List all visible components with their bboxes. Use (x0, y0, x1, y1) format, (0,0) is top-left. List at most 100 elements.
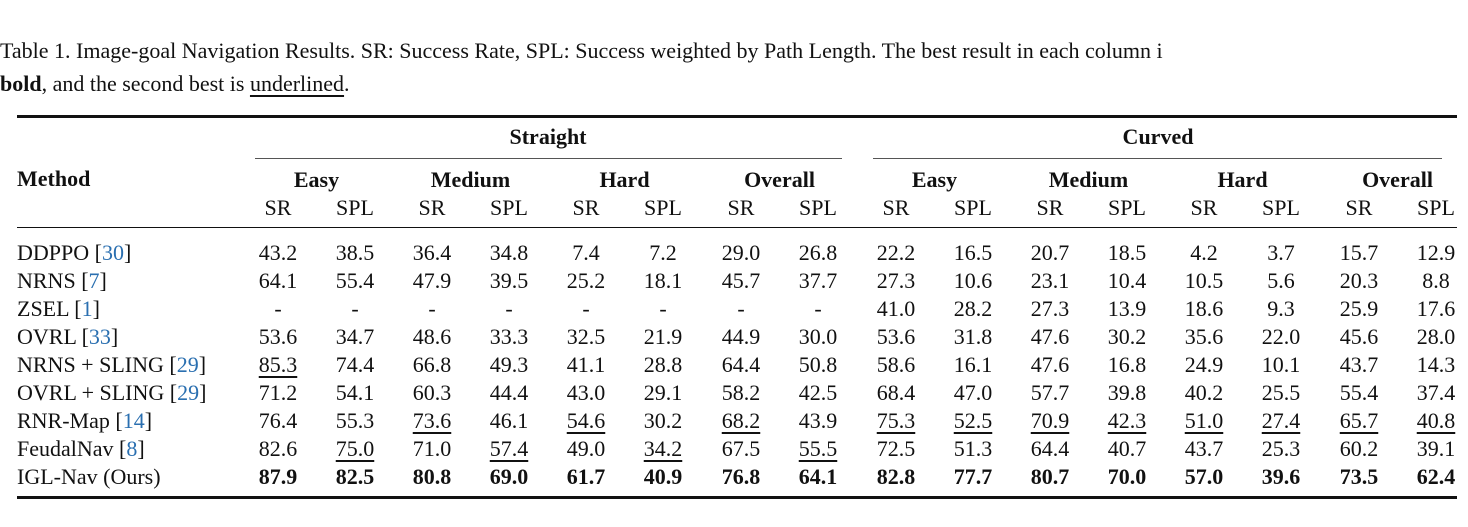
table-cell: 44.9 (721, 324, 761, 349)
table-cell: 9.3 (1267, 296, 1295, 321)
table-cell: 39.5 (489, 268, 529, 293)
table-cell: 30.2 (643, 408, 683, 433)
caption-line-2: bold, and the second best is underlined. (0, 67, 1468, 100)
metric-header-spl: SPL (1417, 195, 1455, 220)
table-cell: 16.5 (953, 240, 993, 265)
table-cell: 25.9 (1339, 296, 1379, 321)
header-bottom-rule (17, 227, 1457, 228)
table-cell: 20.3 (1339, 268, 1379, 293)
table-cell: 68.4 (876, 380, 916, 405)
table-cell: - (505, 296, 513, 321)
table-cell: 60.3 (412, 380, 452, 405)
table-cell: 64.1 (798, 464, 838, 489)
table-cell: 36.4 (412, 240, 452, 265)
method-name: OVRL + SLING [29] (17, 380, 207, 405)
table-cell: 41.1 (566, 352, 606, 377)
table-cell: 17.6 (1416, 296, 1456, 321)
citation-link[interactable]: 7 (88, 268, 100, 293)
citation-link[interactable]: 30 (101, 240, 124, 265)
table-cell: 75.0 (335, 436, 375, 461)
table-cell: 62.4 (1416, 464, 1456, 489)
table-cell: 76.4 (258, 408, 298, 433)
table-cell: 64.1 (258, 268, 298, 293)
method-name: IGL-Nav (Ours) (17, 464, 161, 490)
table-cell: 61.7 (566, 464, 606, 489)
table-cell: 64.4 (721, 352, 761, 377)
table-cell: 45.6 (1339, 324, 1379, 349)
table-cell: 32.5 (566, 324, 606, 349)
table-cell: - (351, 296, 359, 321)
table-cell: 75.3 (876, 408, 916, 433)
metric-header-spl: SPL (1108, 195, 1146, 220)
table-cell: 26.8 (798, 240, 838, 265)
table-cell: 5.6 (1267, 268, 1295, 293)
table-cell: - (582, 296, 590, 321)
citation-link[interactable]: 33 (88, 324, 111, 349)
table-cell: 35.6 (1184, 324, 1224, 349)
table-cell: 28.2 (953, 296, 993, 321)
table-cell: 40.9 (643, 464, 683, 489)
table-cell: 57.0 (1184, 464, 1224, 489)
table-cell: 82.8 (876, 464, 916, 489)
table-cell: 80.8 (412, 464, 452, 489)
table-cell: 12.9 (1416, 240, 1456, 265)
table-cell: 7.4 (572, 240, 600, 265)
caption-text: , and the second best is (41, 71, 250, 96)
table-cell: 82.5 (335, 464, 375, 489)
citation-link[interactable]: 1 (81, 296, 93, 321)
method-label: OVRL + SLING (17, 380, 170, 405)
table-cell: 58.6 (876, 352, 916, 377)
table-cell: 20.7 (1030, 240, 1070, 265)
table-cell: 25.5 (1261, 380, 1301, 405)
table-cell: 50.8 (798, 352, 838, 377)
table-cell: 34.2 (643, 436, 683, 461)
citation-link[interactable]: 29 (177, 380, 200, 405)
table-cell: 18.6 (1184, 296, 1224, 321)
method-label: OVRL (17, 324, 82, 349)
citation-link[interactable]: 8 (126, 436, 138, 461)
table-caption: Table 1. Image-goal Navigation Results. … (0, 34, 1468, 100)
table-cell: 29.0 (721, 240, 761, 265)
table-cell: - (814, 296, 822, 321)
table-cell: 18.5 (1107, 240, 1147, 265)
table-cell: 44.4 (489, 380, 529, 405)
method-name: FeudalNav [8] (17, 436, 145, 461)
table-cell: 47.0 (953, 380, 993, 405)
table-cell: 33.3 (489, 324, 529, 349)
table-cell: - (274, 296, 282, 321)
citation-link[interactable]: 29 (176, 352, 199, 377)
table-cell: 55.4 (335, 268, 375, 293)
metric-header-spl: SPL (644, 195, 682, 220)
table-cell: 46.1 (489, 408, 529, 433)
group-header-straight: Straight (509, 124, 587, 149)
level-header-easy: Easy (293, 167, 340, 192)
metric-header-sr: SR (264, 195, 292, 220)
table-cell: 55.3 (335, 408, 375, 433)
metric-header-spl: SPL (954, 195, 992, 220)
method-column-header: Method (17, 166, 91, 191)
table-cell: 30.0 (798, 324, 838, 349)
level-header-overall: Overall (1362, 167, 1433, 192)
table-cell: 31.8 (953, 324, 993, 349)
table-cell: 53.6 (258, 324, 298, 349)
table-cell: 47.6 (1030, 324, 1070, 349)
table-cell: 53.6 (876, 324, 916, 349)
level-header-medium: Medium (430, 167, 511, 192)
caption-period: . (344, 71, 350, 96)
table-cell: 27.3 (876, 268, 916, 293)
metric-header-sr: SR (727, 195, 755, 220)
table-cell: 57.7 (1030, 380, 1070, 405)
table-cell: 16.1 (953, 352, 993, 377)
method-name: NRNS + SLING [29] (17, 352, 207, 377)
straight-group-rule (255, 158, 842, 159)
table-cell: 69.0 (489, 464, 529, 489)
method-name: OVRL [33] (17, 324, 119, 349)
table-cell: 54.1 (335, 380, 375, 405)
group-header-curved: Curved (1122, 124, 1194, 149)
table-cell: 15.7 (1339, 240, 1379, 265)
citation-link[interactable]: 14 (122, 408, 145, 433)
table-cell: 48.6 (412, 324, 452, 349)
table-cell: 87.9 (258, 464, 298, 489)
table-cell: 85.3 (258, 352, 298, 377)
table-cell: - (737, 296, 745, 321)
